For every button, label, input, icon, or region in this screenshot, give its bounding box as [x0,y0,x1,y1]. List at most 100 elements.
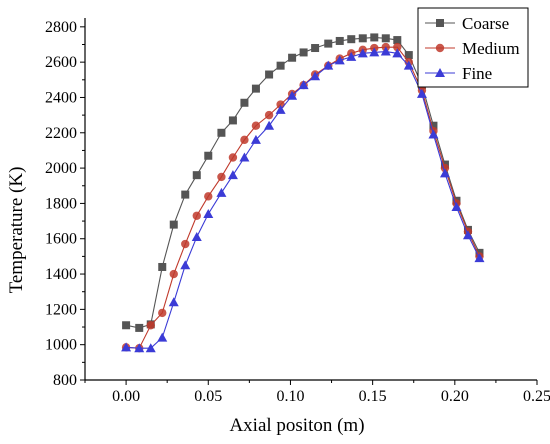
y-axis-title: Temperature (K) [6,167,27,294]
y-tick-label: 1400 [45,266,77,283]
series-fine [121,46,485,353]
data-point-fine [439,168,450,178]
data-point-medium [169,269,178,279]
data-point-medium [158,308,167,318]
data-point-coarse [181,190,190,199]
data-point-medium [146,321,155,330]
data-point-fine [168,297,179,307]
legend-marker-coarse [436,19,444,27]
x-tick-label: 0.25 [523,388,550,405]
data-point-coarse [122,321,131,330]
data-point-coarse [381,34,390,43]
data-point-fine [287,90,298,100]
legend: Coarse Medium Fine [417,7,529,88]
data-point-medium [204,192,213,201]
data-point-fine [203,209,214,219]
data-point-fine [416,88,427,98]
data-point-coarse [429,121,438,130]
data-point-coarse [288,53,297,62]
data-point-coarse [276,61,285,70]
series-line-medium [126,46,480,349]
legend-label-fine: Fine [462,64,492,83]
data-point-coarse [135,323,144,332]
data-point-coarse [311,44,320,53]
data-point-fine [239,152,250,162]
data-point-coarse [404,51,413,60]
data-point-fine [227,170,238,180]
data-point-coarse [169,220,178,229]
x-tick-label: 0.20 [441,388,469,405]
data-point-medium [240,135,249,145]
y-tick-label: 1200 [45,301,77,318]
x-axis-title: Axial positon (m) [229,415,364,436]
data-point-coarse [324,39,333,48]
data-point-medium [228,153,238,162]
data-point-fine [310,71,321,81]
legend-label-coarse: Coarse [462,14,509,33]
data-point-fine [380,46,391,56]
y-tick-label: 2200 [45,125,77,142]
data-point-fine [134,343,145,353]
data-point-coarse [347,35,356,44]
data-point-medium [393,42,402,52]
data-point-fine [357,48,368,58]
data-point-fine [334,55,345,65]
data-point-medium [251,121,261,130]
data-point-coarse [158,262,167,271]
legend-marker-medium [435,43,445,53]
data-point-fine [180,260,191,270]
data-point-coarse [358,34,367,43]
axes: 0.00 0.05 0.10 0.15 0.20 0.25 800 1000 1200 1400 1… [45,18,550,405]
data-point-fine [121,342,132,352]
data-point-fine [216,187,227,197]
data-point-medium [181,239,190,249]
data-point-fine [451,201,462,211]
data-point-medium [192,211,201,220]
data-point-fine [474,253,485,263]
series-group [121,33,485,353]
data-point-fine [157,332,168,342]
data-point-coarse [393,36,402,45]
y-tick-label: 1000 [45,337,77,354]
series-line-fine [126,50,480,349]
data-point-coarse [251,84,260,93]
data-point-medium [264,110,274,120]
data-point-coarse [335,36,344,45]
data-point-fine [250,134,261,144]
y-tick-label: 2400 [45,89,77,106]
data-point-fine [462,230,473,240]
data-point-coarse [370,33,379,42]
data-point-coarse [217,128,226,137]
x-tick-label: 0.15 [359,388,387,405]
legend-marker-fine [435,68,445,77]
data-point-coarse [192,171,201,180]
data-point-fine [275,104,286,114]
y-tick-label: 2000 [45,160,77,177]
x-tick-label: 0.05 [194,388,222,405]
data-point-coarse [299,48,308,57]
data-point-fine [298,80,309,90]
data-point-fine [392,48,403,58]
y-tick-label: 2600 [45,54,77,71]
data-point-fine [323,60,334,70]
y-tick-label: 2800 [45,19,77,36]
y-tick-label: 1800 [45,195,77,212]
data-point-coarse [228,116,237,125]
legend-label-medium: Medium [462,39,520,58]
data-point-fine [191,231,202,241]
data-point-coarse [265,70,274,79]
data-point-coarse [240,98,249,107]
data-point-fine [369,47,380,57]
x-tick-label: 0.00 [112,388,140,405]
data-point-fine [428,129,439,139]
data-point-fine [346,51,357,61]
data-point-coarse [204,151,213,160]
y-tick-label: 1600 [45,231,77,248]
data-point-fine [403,60,414,70]
data-point-medium [217,172,226,182]
y-tick-label: 800 [53,372,77,389]
data-point-fine [145,343,156,353]
data-point-fine [264,120,275,130]
x-tick-label: 0.10 [276,388,304,405]
